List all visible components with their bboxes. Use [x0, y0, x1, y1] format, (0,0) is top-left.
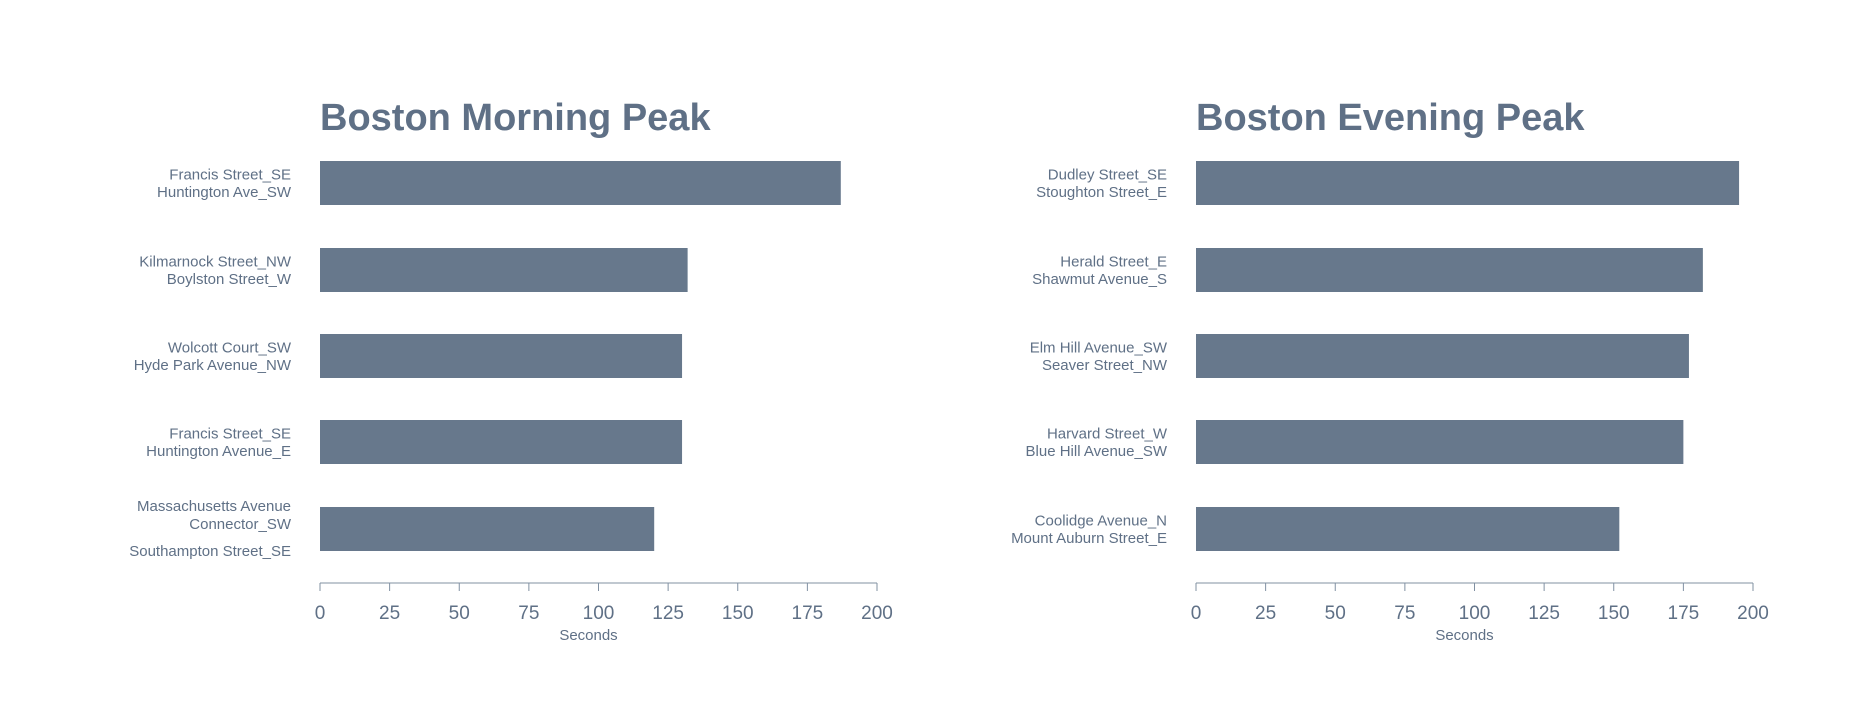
x-tick-label: 75	[1394, 603, 1415, 624]
category-label: Huntington Avenue_E	[146, 443, 291, 460]
category-label: Connector_SW	[189, 516, 292, 533]
category-label: Dudley Street_SE	[1048, 166, 1167, 183]
x-axis-title: Seconds	[1435, 627, 1493, 644]
chart-title: Boston Evening Peak	[1196, 97, 1585, 139]
category-label: Seaver Street_NW	[1042, 357, 1168, 374]
bar	[320, 507, 655, 551]
x-tick-label: 25	[1255, 603, 1276, 624]
category-label: Stoughton Street_E	[1036, 184, 1167, 201]
x-tick-label: 200	[1737, 603, 1769, 624]
category-label: Shawmut Avenue_S	[1032, 271, 1167, 288]
x-tick-label: 175	[1668, 603, 1700, 624]
category-label: Francis Street_SE	[169, 425, 291, 442]
x-tick-label: 50	[1325, 603, 1346, 624]
bar	[1196, 507, 1620, 551]
category-label: Harvard Street_W	[1047, 425, 1168, 442]
x-tick-label: 0	[315, 603, 326, 624]
bar	[1196, 334, 1689, 378]
x-tick-label: 100	[1459, 603, 1491, 624]
x-axis-title: Seconds	[559, 627, 617, 644]
category-label: Coolidge Avenue_N	[1035, 512, 1167, 529]
category-label: Massachusetts Avenue	[137, 498, 291, 515]
bar	[1196, 248, 1703, 292]
chart-title: Boston Morning Peak	[320, 97, 711, 139]
bar	[320, 161, 841, 205]
x-tick-label: 25	[379, 603, 400, 624]
bar	[320, 248, 688, 292]
category-label: Kilmarnock Street_NW	[139, 253, 292, 270]
bar	[320, 334, 683, 378]
category-label: Hyde Park Avenue_NW	[134, 357, 292, 374]
category-label: Boylston Street_W	[167, 271, 292, 288]
category-label: Mount Auburn Street_E	[1011, 530, 1167, 547]
bar	[1196, 161, 1740, 205]
category-label: Wolcott Court_SW	[168, 339, 292, 356]
x-tick-label: 125	[1528, 603, 1560, 624]
x-tick-label: 50	[449, 603, 470, 624]
x-tick-label: 0	[1191, 603, 1202, 624]
x-tick-label: 200	[861, 603, 893, 624]
x-tick-label: 150	[722, 603, 754, 624]
bar	[1196, 420, 1684, 464]
x-tick-label: 75	[518, 603, 539, 624]
x-tick-label: 175	[792, 603, 824, 624]
category-label: Blue Hill Avenue_SW	[1026, 443, 1168, 460]
category-label: Southampton Street_SE	[129, 543, 291, 560]
category-label: Elm Hill Avenue_SW	[1030, 339, 1168, 356]
bar	[320, 420, 683, 464]
category-label: Herald Street_E	[1060, 253, 1167, 270]
category-label: Huntington Ave_SW	[157, 184, 292, 201]
category-label: Francis Street_SE	[169, 166, 291, 183]
x-tick-label: 100	[583, 603, 615, 624]
x-tick-label: 125	[652, 603, 684, 624]
x-tick-label: 150	[1598, 603, 1630, 624]
